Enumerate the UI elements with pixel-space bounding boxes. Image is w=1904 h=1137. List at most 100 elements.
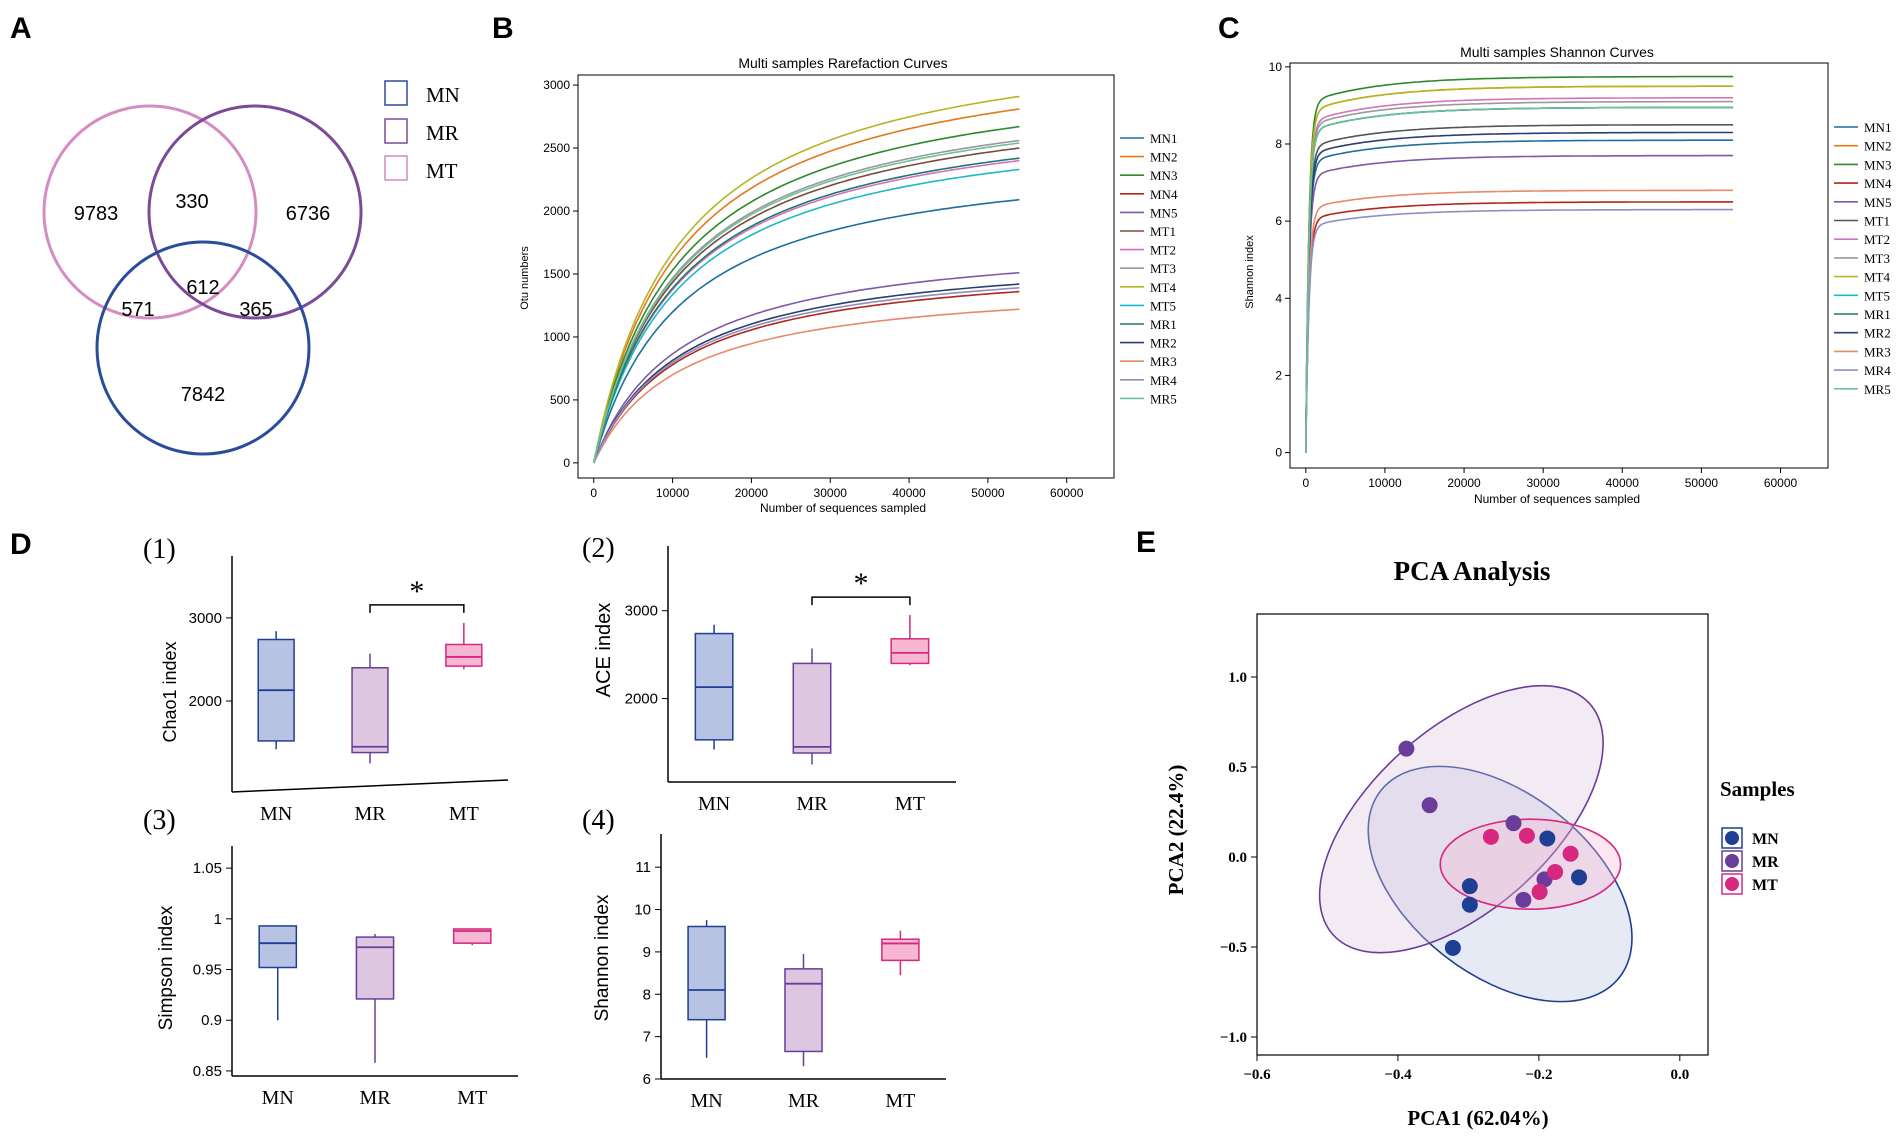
boxplot-simpson: (3) Simpson index 0.85 0.9 0.95 1 1.05 MN MR MT — [143, 805, 518, 1109]
shannon-curves-legend-label-mt4: MT4 — [1864, 270, 1891, 285]
pca-point-mr — [1398, 740, 1415, 757]
venn-legend-swatch-mt — [384, 155, 408, 181]
venn-circle-mn — [95, 240, 311, 456]
shannon-curves-x-tick-label: 0 — [1302, 476, 1309, 490]
boxplot-chao1-significance-bracket — [369, 604, 465, 613]
shannon-curves-legend-label-mt1: MT1 — [1864, 214, 1890, 229]
rarefaction-legend-label-mn4: MN4 — [1150, 187, 1178, 202]
panel-letter-a: A — [10, 12, 32, 45]
shannon-curves-line-mr5 — [1305, 106, 1734, 453]
rarefaction-line-mr3 — [593, 308, 1020, 464]
boxplot-ace-box-mr — [792, 662, 832, 754]
venn-count-all: 612 — [186, 277, 219, 299]
boxplot-ace-significance-label: * — [853, 567, 868, 600]
boxplot-simpson-y-tick-label: 1.05 — [193, 860, 222, 877]
venn-count-mr-mn: 365 — [239, 299, 272, 321]
boxplot-simpson-x-label-mt: MT — [457, 1087, 487, 1109]
shannon-curves-y-tick-label: 10 — [1269, 60, 1283, 74]
pca-ellipse-mn — [1367, 765, 1633, 1003]
shannon-curves-legend-label-mn1: MN1 — [1864, 120, 1891, 135]
boxplot-shannon-marks: 6 7 8 9 10 11 MN MR MT — [634, 834, 946, 1112]
shannon-curves-x-tick-label: 60000 — [1764, 476, 1798, 490]
boxplot-shannon-y-tick-label: 11 — [635, 859, 651, 876]
shannon-curves-line-mn3 — [1305, 75, 1734, 453]
shannon-curves-y-axis: 0 2 4 6 8 10 — [1269, 60, 1290, 460]
boxplot-chao1-significance-label: * — [409, 575, 424, 608]
boxplot-simpson-y-tick-label: 1 — [214, 911, 222, 928]
boxplot-ace-box-mt — [890, 638, 930, 665]
shannon-curves-y-tick-label: 2 — [1275, 368, 1282, 382]
boxplot-shannon-y-tick-label: 9 — [643, 944, 651, 961]
shannon-curves-line-mt5 — [1305, 106, 1734, 453]
boxplot-simpson-marks: 0.85 0.9 0.95 1 1.05 MN MR MT — [193, 846, 518, 1109]
shannon-curves-legend-label-mr2: MR2 — [1864, 326, 1891, 341]
venn-count-mr-only: 6736 — [286, 203, 331, 225]
pca-point-mt — [1547, 863, 1564, 880]
pca-x-label: PCA1 (62.04%) — [1407, 1106, 1548, 1130]
boxplot-shannon-box-mr — [784, 968, 823, 1053]
rarefaction-legend-label-mt4: MT4 — [1150, 280, 1177, 295]
boxplot-shannon-y-tick-label: 6 — [643, 1071, 651, 1088]
rarefaction-y-tick-label: 3000 — [543, 78, 570, 92]
pca-title: PCA Analysis — [1394, 556, 1551, 586]
pca-plot-frame — [1256, 613, 1709, 1056]
venn-circle-mr — [147, 104, 363, 320]
pca-point-mr — [1421, 797, 1438, 814]
shannon-curves-legend-label-mr4: MR4 — [1864, 363, 1891, 378]
shannon-curves-legend-label-mr5: MR5 — [1864, 382, 1891, 397]
venn-legend-swatch-mr — [384, 118, 408, 144]
boxplot-ace-number: (2) — [582, 533, 615, 564]
rarefaction-legend-label-mt3: MT3 — [1150, 261, 1176, 276]
panel-e: E PCA Analysis −0.6 −0.4 −0.2 0.0 −1.0 −0.5 0.… — [1136, 526, 1795, 1130]
rarefaction-x-tick-label: 0 — [590, 486, 597, 500]
panel-b: B Multi samples Rarefaction Curves 0 500 1… — [492, 12, 1178, 515]
rarefaction-y-tick-label: 2000 — [543, 204, 570, 218]
boxplot-chao1-y-tick-label: 3000 — [189, 610, 222, 627]
pca-legend-label-mt: MT — [1752, 877, 1778, 894]
shannon-curves-legend-label-mn3: MN3 — [1864, 157, 1891, 172]
boxplot-shannon-box-mt — [881, 938, 920, 962]
boxplot-chao1-box-mr — [351, 667, 389, 754]
shannon-curves-line-mr2 — [1305, 131, 1734, 453]
rarefaction-line-mt4 — [593, 95, 1020, 464]
shannon-curves-x-tick-label: 30000 — [1526, 476, 1560, 490]
boxplot-shannon-y-tick-label: 10 — [634, 902, 651, 919]
pca-point-mn — [1461, 878, 1478, 895]
pca-point-mt — [1482, 828, 1499, 845]
shannon-curves-y-tick-label: 8 — [1275, 137, 1282, 151]
rarefaction-plot-frame — [577, 74, 1115, 479]
rarefaction-y-tick-label: 0 — [563, 456, 570, 470]
boxplot-chao1-x-label-mr: MR — [354, 803, 386, 825]
pca-x-tick-label: −0.6 — [1243, 1067, 1271, 1083]
rarefaction-legend-label-mr2: MR2 — [1150, 336, 1177, 351]
pca-legend-marker-mn — [1725, 831, 1739, 845]
pca-point-mt — [1518, 827, 1535, 844]
boxplot-shannon-number: (4) — [582, 805, 615, 836]
boxplot-simpson-x-label-mn: MN — [262, 1087, 294, 1109]
boxplot-shannon-box-mn — [687, 925, 726, 1021]
rarefaction-series — [593, 95, 1020, 464]
pca-point-mr — [1505, 815, 1522, 832]
boxplot-ace-x-label-mr: MR — [796, 793, 828, 815]
rarefaction-line-mn1 — [593, 198, 1020, 464]
shannon-curves-line-mt1 — [1305, 124, 1734, 453]
venn-legend-label-mr: MR — [426, 121, 459, 145]
rarefaction-legend-label-mr3: MR3 — [1150, 354, 1177, 369]
pca-y-tick-label: −0.5 — [1220, 940, 1247, 956]
boxplot-chao1-x-axis — [231, 779, 509, 793]
venn-count-mt-mn: 571 — [121, 299, 154, 321]
boxplot-simpson-x-label-mr: MR — [359, 1087, 391, 1109]
rarefaction-legend-label-mn5: MN5 — [1150, 205, 1177, 220]
pca-y-tick-label: −1.0 — [1220, 1030, 1247, 1046]
rarefaction-legend-label-mn1: MN1 — [1150, 131, 1177, 146]
boxplot-simpson-box-mn — [258, 925, 298, 969]
rarefaction-y-tick-label: 500 — [550, 393, 570, 407]
shannon-curves-y-tick-label: 4 — [1275, 291, 1282, 305]
pca-point-mr — [1515, 891, 1532, 908]
rarefaction-x-tick-label: 30000 — [814, 486, 848, 500]
pca-point-mt — [1531, 883, 1548, 900]
shannon-curves-legend: MN1 MN2 MN3 MN4 MN5 MT1 MT2 MT3 MT4 MT5 MR1 MR2 MR3 M… — [1834, 120, 1892, 397]
boxplot-chao1-box-mt — [445, 643, 483, 667]
pca-point-mn — [1571, 869, 1588, 886]
